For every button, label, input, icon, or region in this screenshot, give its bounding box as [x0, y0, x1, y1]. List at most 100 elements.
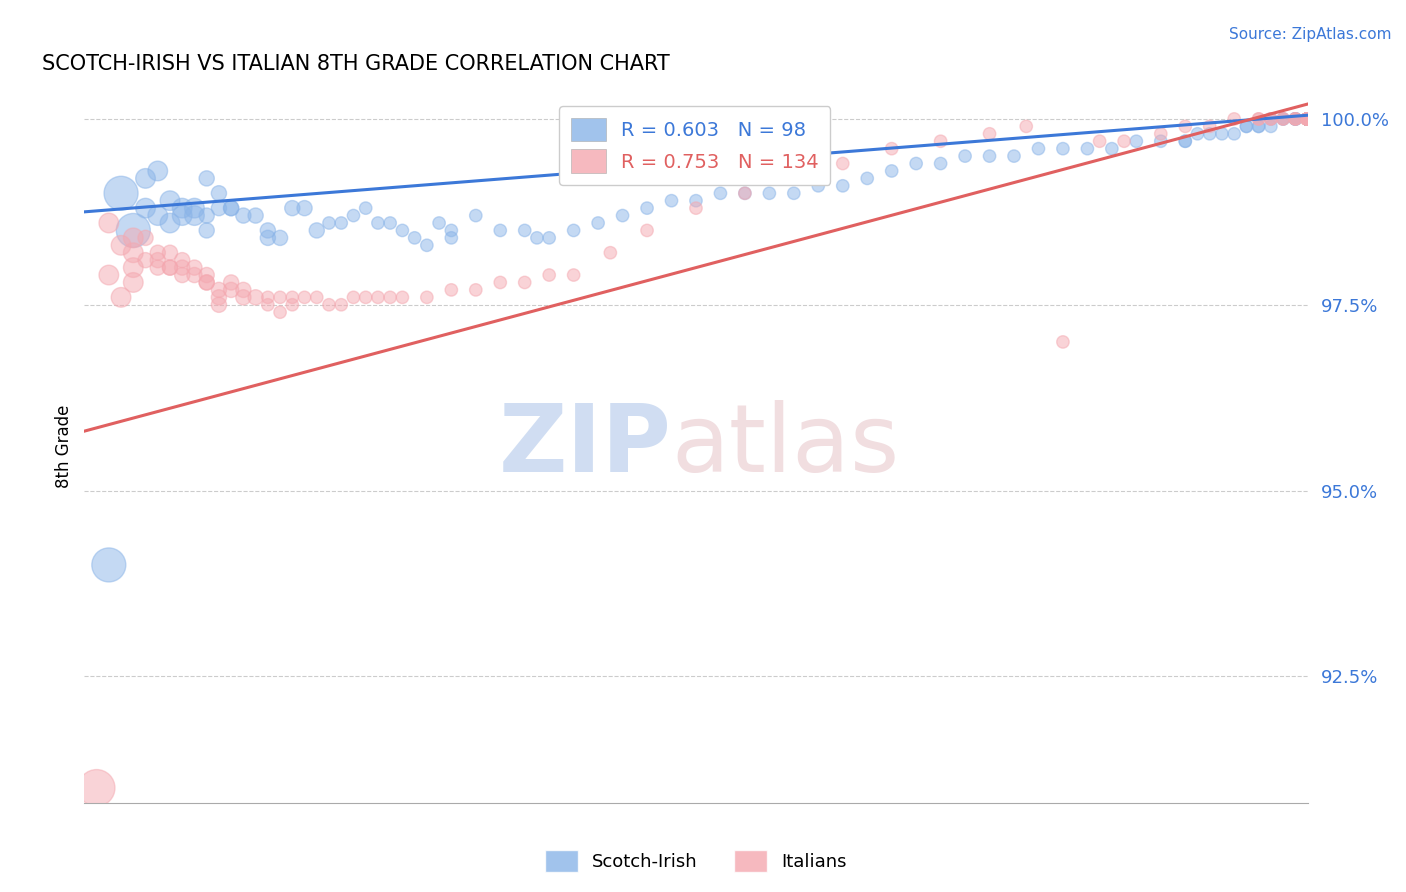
Point: [1296, 112, 1319, 126]
Point: [257, 223, 280, 237]
Point: [208, 283, 231, 297]
Point: [122, 260, 145, 275]
Point: [1260, 112, 1282, 126]
Point: [97, 268, 120, 282]
Point: [208, 298, 231, 312]
Point: [172, 253, 194, 268]
Point: [1296, 112, 1319, 126]
Point: [1198, 127, 1220, 141]
Point: [929, 134, 952, 148]
Point: [1296, 112, 1319, 126]
Point: [305, 290, 328, 304]
Point: [1174, 120, 1197, 134]
Point: [1296, 112, 1319, 126]
Point: [1088, 134, 1111, 148]
Point: [281, 201, 304, 215]
Point: [1223, 127, 1246, 141]
Point: [880, 164, 903, 178]
Point: [1101, 142, 1123, 156]
Point: [1296, 112, 1319, 126]
Point: [1296, 112, 1319, 126]
Point: [1284, 112, 1306, 126]
Point: [122, 223, 145, 237]
Point: [1296, 112, 1319, 126]
Point: [1296, 112, 1319, 126]
Point: [489, 223, 512, 237]
Point: [1174, 134, 1197, 148]
Point: [1247, 120, 1270, 134]
Point: [219, 201, 242, 215]
Point: [1296, 112, 1319, 126]
Point: [1296, 112, 1319, 126]
Point: [440, 283, 463, 297]
Point: [245, 209, 267, 223]
Point: [1028, 142, 1050, 156]
Point: [135, 201, 157, 215]
Point: [1296, 112, 1319, 126]
Point: [391, 290, 413, 304]
Point: [269, 305, 291, 319]
Point: [1296, 112, 1319, 126]
Point: [232, 283, 254, 297]
Point: [367, 216, 389, 230]
Point: [232, 209, 254, 223]
Point: [1284, 112, 1306, 126]
Point: [195, 209, 218, 223]
Point: [219, 276, 242, 290]
Point: [1272, 112, 1295, 126]
Point: [219, 201, 242, 215]
Point: [1234, 120, 1257, 134]
Point: [612, 209, 634, 223]
Point: [367, 290, 389, 304]
Point: [391, 223, 413, 237]
Point: [1296, 112, 1319, 126]
Point: [1296, 112, 1319, 126]
Point: [440, 223, 463, 237]
Point: [1296, 112, 1319, 126]
Point: [1296, 112, 1319, 126]
Point: [257, 231, 280, 245]
Text: atlas: atlas: [672, 400, 900, 492]
Point: [183, 201, 205, 215]
Point: [905, 156, 928, 170]
Point: [1114, 134, 1136, 148]
Point: [464, 283, 486, 297]
Y-axis label: 8th Grade: 8th Grade: [55, 404, 73, 488]
Point: [1296, 112, 1319, 126]
Point: [146, 164, 169, 178]
Legend: Scotch-Irish, Italians: Scotch-Irish, Italians: [538, 843, 853, 880]
Point: [1174, 134, 1197, 148]
Point: [440, 231, 463, 245]
Point: [416, 290, 439, 304]
Point: [183, 260, 205, 275]
Point: [709, 186, 731, 201]
Point: [146, 253, 169, 268]
Point: [110, 238, 132, 252]
Point: [661, 194, 683, 208]
Point: [122, 245, 145, 260]
Point: [172, 268, 194, 282]
Point: [1187, 127, 1209, 141]
Point: [1296, 112, 1319, 126]
Point: [1272, 112, 1295, 126]
Point: [1260, 112, 1282, 126]
Point: [1052, 334, 1074, 349]
Point: [636, 223, 658, 237]
Point: [1296, 112, 1319, 126]
Point: [294, 201, 316, 215]
Point: [195, 223, 218, 237]
Point: [135, 231, 157, 245]
Point: [1234, 120, 1257, 134]
Point: [1284, 112, 1306, 126]
Point: [1296, 112, 1319, 126]
Point: [122, 276, 145, 290]
Point: [586, 216, 609, 230]
Point: [208, 290, 231, 304]
Point: [172, 209, 194, 223]
Point: [146, 260, 169, 275]
Point: [1284, 112, 1306, 126]
Point: [1296, 112, 1319, 126]
Point: [294, 290, 316, 304]
Point: [1296, 112, 1319, 126]
Point: [1296, 112, 1319, 126]
